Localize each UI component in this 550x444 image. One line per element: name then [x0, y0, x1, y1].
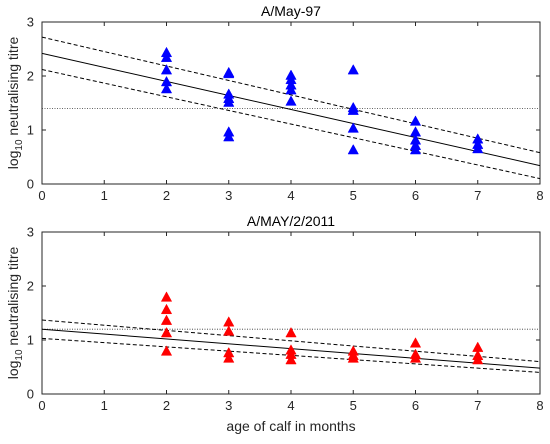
x-tick-label: 5 [350, 398, 357, 413]
data-point [285, 353, 297, 365]
ci-lower-line [42, 69, 540, 180]
data-point [160, 51, 173, 62]
chart-title: A/May-97 [261, 3, 321, 19]
data-point [409, 143, 422, 155]
x-tick-label: 6 [412, 398, 419, 413]
x-tick-label: 0 [38, 398, 45, 413]
data-point [160, 64, 173, 75]
y-axis-label-log: log [5, 361, 21, 380]
data-point [223, 352, 235, 363]
x-tick-label: 2 [163, 188, 170, 203]
data-point [409, 352, 422, 363]
y-axis-label: log10 neutralising titre [5, 37, 25, 170]
x-tick-label: 8 [536, 398, 543, 413]
data-point [472, 353, 484, 365]
ci-upper-line [42, 36, 540, 154]
data-point [347, 104, 359, 115]
ci-upper-line [42, 319, 540, 363]
data-point [347, 352, 359, 363]
data-point [285, 326, 297, 338]
y-axis-label-subscript: 10 [14, 349, 25, 361]
data-point [160, 326, 173, 338]
x-tick-label: 7 [474, 398, 481, 413]
y-axis-label-text: neutralising titre [5, 37, 21, 140]
x-axis-label: age of calf in months [226, 418, 355, 434]
data-point [285, 95, 297, 106]
x-tick-label: 7 [474, 188, 481, 203]
y-tick-label: 2 [27, 69, 34, 84]
y-axis-label: log10 neutralising titre [5, 247, 25, 380]
x-tick-label: 3 [225, 398, 232, 413]
x-tick-label: 0 [38, 188, 45, 203]
y-tick-label: 1 [27, 123, 34, 138]
data-point [347, 64, 359, 75]
y-tick-label: 3 [27, 15, 34, 30]
plot-area [41, 231, 541, 395]
y-axis-label-text: neutralising titre [5, 247, 21, 350]
data-point [223, 131, 235, 142]
data-point [347, 143, 359, 155]
x-tick-label: 2 [163, 398, 170, 413]
y-tick-label: 0 [27, 177, 34, 192]
chart-title: A/MAY/2/2011 [247, 213, 335, 229]
y-tick-label: 1 [27, 333, 34, 348]
y-tick-label: 0 [27, 387, 34, 402]
data-point [160, 291, 173, 302]
x-tick-label: 1 [101, 398, 108, 413]
data-point [223, 325, 235, 336]
data-point [223, 67, 235, 79]
data-point [223, 96, 235, 107]
data-point [160, 314, 173, 325]
data-point [160, 303, 173, 315]
x-tick-label: 3 [225, 188, 232, 203]
regression-line [42, 52, 540, 167]
y-axis-label-log: log [5, 151, 21, 170]
x-tick-label: 8 [536, 188, 543, 203]
data-point [285, 84, 297, 95]
data-point [347, 122, 359, 133]
x-tick-label: 4 [287, 188, 294, 203]
data-point [160, 345, 173, 356]
y-tick-label: 3 [27, 225, 34, 240]
panel-a-may-97: 0 1 2 3 4 5 6 7 8 0 1 2 3 A/May-97 log10 neutralising … [5, 3, 544, 203]
data-point [472, 142, 484, 154]
fit-lines [42, 36, 540, 180]
panel-a-may-2-2011: 0 1 2 3 4 5 6 7 8 0 1 2 3 A/MAY/2/2011 log10 neutralis… [5, 213, 544, 434]
data-point [409, 115, 422, 126]
x-tick-label: 4 [287, 398, 294, 413]
data-point [409, 337, 422, 348]
x-tick-label: 6 [412, 188, 419, 203]
x-tick-label: 1 [101, 188, 108, 203]
y-tick-label: 2 [27, 279, 34, 294]
data-point [160, 82, 173, 94]
y-axis-label-subscript: 10 [14, 139, 25, 151]
x-tick-label: 5 [350, 188, 357, 203]
